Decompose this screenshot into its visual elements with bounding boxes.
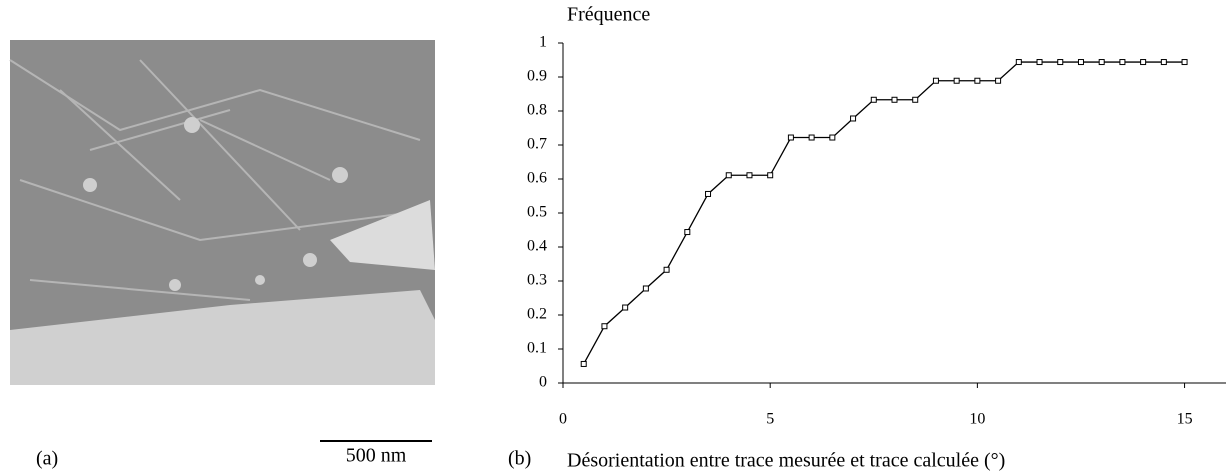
data-point <box>912 96 919 103</box>
data-line <box>583 61 1185 365</box>
panel-label: (a) <box>36 448 58 470</box>
data-point <box>829 134 836 141</box>
data-point <box>1140 59 1147 66</box>
data-point <box>932 77 939 84</box>
y-tick-label: 0.6 <box>527 170 547 187</box>
data-point <box>1098 59 1105 66</box>
y-tick-label: 0.2 <box>527 306 547 323</box>
data-point <box>746 172 753 179</box>
y-tick-label: 0.3 <box>527 272 547 289</box>
data-point <box>601 323 608 330</box>
y-tick-label: 0.7 <box>527 136 547 153</box>
data-point <box>1160 59 1167 66</box>
data-point <box>953 77 960 84</box>
data-point <box>808 134 815 141</box>
data-point <box>1057 59 1064 66</box>
data-point <box>642 285 649 292</box>
data-point <box>974 77 981 84</box>
y-tick-label: 0.9 <box>527 68 547 85</box>
y-tick-label: 0.1 <box>527 340 547 357</box>
data-point <box>1181 59 1188 66</box>
data-point <box>725 172 732 179</box>
y-tick-label: 0.4 <box>527 238 547 255</box>
data-point <box>995 77 1002 84</box>
x-tick-label: 15 <box>1177 411 1193 428</box>
data-point <box>684 229 691 236</box>
x-tick-label: 0 <box>559 411 567 428</box>
x-tick-label: 10 <box>969 411 985 428</box>
data-point <box>891 96 898 103</box>
image-particles <box>83 117 348 291</box>
image-bright-region <box>330 200 435 270</box>
data-point <box>850 115 857 122</box>
image-bright-region <box>10 290 435 385</box>
sem-image <box>9 40 435 385</box>
data-point <box>870 96 877 103</box>
scale-bar-label: 500 nm <box>346 445 407 467</box>
data-point <box>1119 59 1126 66</box>
panel-label: (b) <box>508 448 531 470</box>
data-point <box>1036 59 1043 66</box>
data-point <box>1015 59 1022 66</box>
data-point <box>767 172 774 179</box>
data-point <box>580 360 587 367</box>
y-tick-label: 1 <box>539 34 547 51</box>
image-texture <box>9 59 431 301</box>
data-point <box>1077 59 1084 66</box>
data-point <box>705 190 712 197</box>
data-point <box>787 134 794 141</box>
y-axis-title: Fréquence <box>567 4 650 26</box>
y-tick-label: 0.5 <box>527 204 547 221</box>
y-tick-label: 0 <box>539 374 547 391</box>
data-point <box>663 266 670 273</box>
y-tick-label: 0.8 <box>527 102 547 119</box>
x-axis-title: Désorientation entre trace mesurée et tr… <box>567 450 1005 472</box>
x-tick-label: 5 <box>766 411 774 428</box>
data-point <box>622 304 629 311</box>
